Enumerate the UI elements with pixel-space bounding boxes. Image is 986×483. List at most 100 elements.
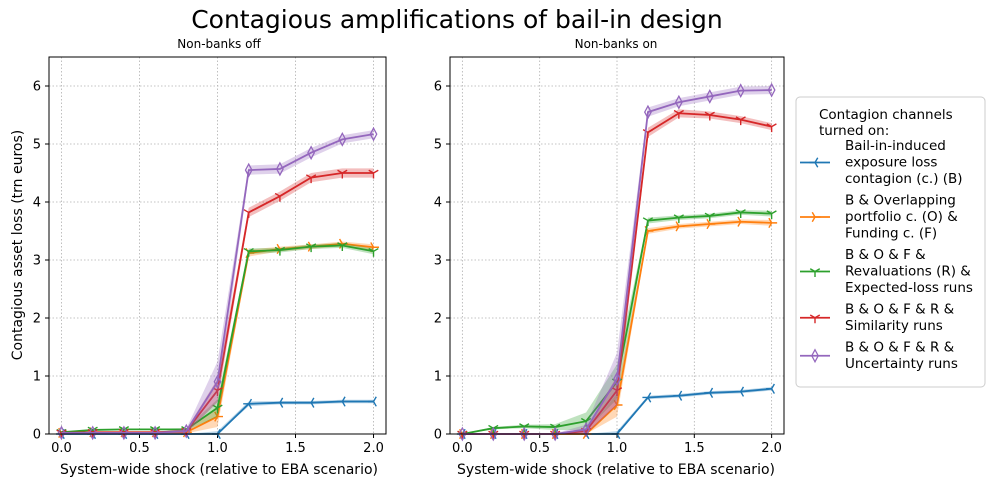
data-point xyxy=(274,246,286,256)
data-point xyxy=(274,397,284,408)
series-band xyxy=(462,86,772,434)
data-point xyxy=(520,426,529,442)
data-point xyxy=(766,383,775,394)
legend-swatch-marker xyxy=(811,348,819,364)
data-point xyxy=(613,399,623,411)
panel-non-banks-off: Non-banks off 0.0 0.5 1.0 1.5 2.0 0 1 2 3 4 5 6 Sys… xyxy=(10,37,387,478)
x-tick-label: 0.0 xyxy=(51,441,72,456)
data-point xyxy=(338,131,347,147)
y-tick-label: 0 xyxy=(434,428,442,443)
data-point xyxy=(243,247,254,257)
data-point xyxy=(368,247,379,257)
panel-title: Non-banks on xyxy=(575,37,658,51)
y-tick-label: 6 xyxy=(434,80,442,95)
data-point xyxy=(704,387,714,398)
data-point xyxy=(643,104,652,120)
legend-swatch-marker xyxy=(809,314,821,324)
y-tick-label: 4 xyxy=(33,196,41,211)
data-point xyxy=(675,221,685,232)
data-point xyxy=(214,411,223,422)
data-point xyxy=(674,94,683,110)
data-point xyxy=(368,396,377,407)
legend-title-line: Contagion channels xyxy=(819,107,953,123)
data-point xyxy=(213,374,222,390)
y-tick-label: 6 xyxy=(33,80,41,95)
data-point xyxy=(613,371,621,387)
data-point xyxy=(611,387,623,396)
y-tick-label: 2 xyxy=(33,312,41,327)
data-point xyxy=(212,404,223,414)
legend-label-line: Uncertainty runs xyxy=(845,356,958,372)
y-tick-label: 3 xyxy=(33,254,41,269)
legend: Contagion channels turned on: Bail-in-in… xyxy=(795,96,986,388)
data-point xyxy=(243,209,254,218)
legend-label-line: B & O & F & R & xyxy=(845,340,955,356)
data-point xyxy=(274,192,286,202)
panel-title: Non-banks off xyxy=(177,37,261,51)
data-point xyxy=(704,212,715,222)
x-tick-label: 2.0 xyxy=(363,441,384,456)
x-tick-label: 1.5 xyxy=(285,441,306,456)
x-axis-label: System-wide shock (relative to EBA scena… xyxy=(60,462,378,478)
axes-frame xyxy=(449,56,785,435)
data-point xyxy=(767,82,776,98)
data-point xyxy=(519,430,530,440)
x-tick-label: 1.5 xyxy=(684,441,705,456)
data-point xyxy=(704,111,715,121)
data-point xyxy=(673,214,684,224)
x-tick-label: 0.0 xyxy=(452,441,473,456)
panel-non-banks-on: Non-banks on 0.0 0.5 1.0 1.5 2.0 0 1 2 3 4 5 6 Syst… xyxy=(434,37,785,478)
legend-entry-BOFR_S: B & O & F & R &Similarity runs xyxy=(800,302,955,334)
data-point xyxy=(119,425,128,441)
legend-label-line: B & O & F & R & xyxy=(845,302,955,318)
legend-label-line: exposure loss xyxy=(845,155,937,171)
data-point xyxy=(244,162,253,178)
data-point xyxy=(768,217,778,229)
data-point xyxy=(151,425,160,441)
legend-entry-BOFR_EL: B & O & F &Revaluations (R) &Expected-lo… xyxy=(800,247,973,296)
data-point xyxy=(582,421,591,437)
y-tick-label: 2 xyxy=(434,312,442,327)
data-point xyxy=(458,426,467,442)
legend-label-line: B & O & F & xyxy=(845,247,926,263)
series-BOFR_U xyxy=(57,126,378,441)
legend-frame xyxy=(795,96,986,388)
plot-area: 0.0 0.5 1.0 1.5 2.0 0 1 2 3 4 5 6 xyxy=(434,56,785,456)
data-point xyxy=(673,390,683,401)
data-point xyxy=(673,109,684,119)
data-point xyxy=(551,426,560,442)
data-point xyxy=(736,83,745,99)
legend-swatch-marker xyxy=(809,157,819,168)
legend-entry-BOFR_U: B & O & F & R &Uncertainty runs xyxy=(800,340,958,372)
x-tick-label: 1.0 xyxy=(207,441,228,456)
legend-label-line: Bail-in-induced xyxy=(845,138,946,154)
y-axis-label: Contagious asset loss (trn euros) xyxy=(10,130,26,361)
data-point xyxy=(182,423,191,439)
data-point xyxy=(337,169,348,179)
data-point xyxy=(368,169,379,179)
data-point xyxy=(735,116,746,126)
data-point xyxy=(705,89,714,104)
data-point xyxy=(642,217,654,227)
legend-label-line: portfolio c. (O) & xyxy=(845,209,958,225)
legend-label-line: Expected-loss runs xyxy=(845,280,973,296)
series-line xyxy=(61,133,374,434)
y-tick-label: 3 xyxy=(434,254,442,269)
series-BOFR_EL xyxy=(56,242,379,438)
data-point xyxy=(307,145,316,161)
x-tick-label: 0.5 xyxy=(529,441,550,456)
data-point xyxy=(766,210,777,220)
legend-label-line: Funding c. (F) xyxy=(845,226,937,242)
series-BOF xyxy=(459,216,778,440)
series-band xyxy=(61,130,374,434)
series-BOFR_U xyxy=(458,82,776,442)
data-point xyxy=(57,425,66,441)
y-tick-label: 0 xyxy=(33,428,41,443)
y-tick-label: 4 xyxy=(434,196,442,211)
data-point xyxy=(369,126,378,142)
data-point xyxy=(735,209,746,218)
y-tick-label: 1 xyxy=(434,370,442,385)
